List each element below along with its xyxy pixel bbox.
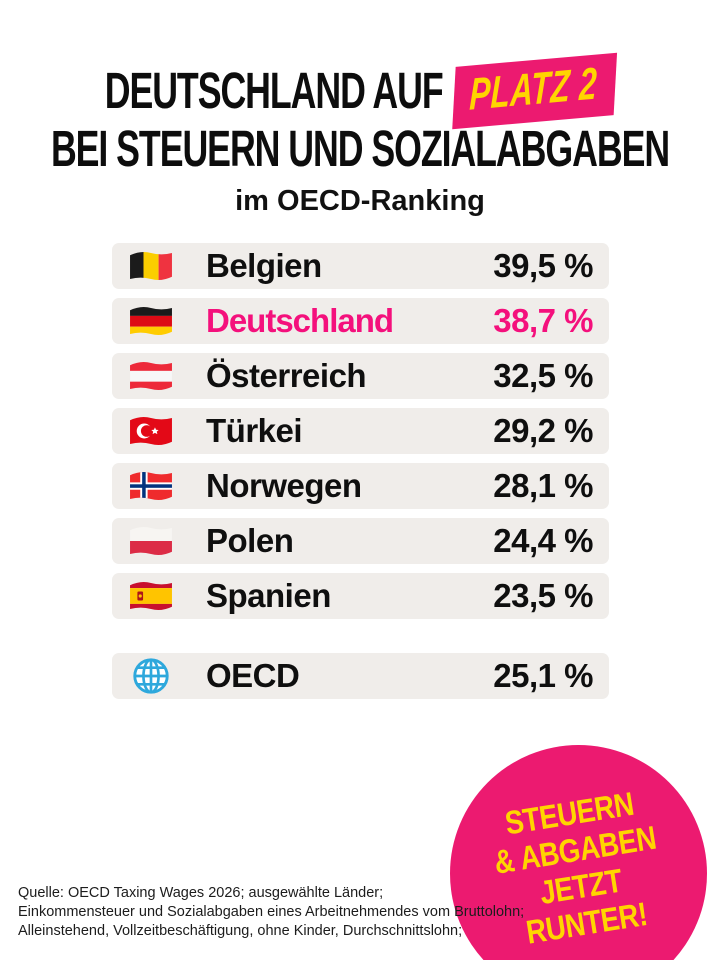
cta-badge: STEUERN & ABGABEN JETZT RUNTER! — [450, 745, 707, 960]
source-note: Quelle: OECD Taxing Wages 2026; ausgewäh… — [18, 884, 524, 941]
title-line-2: BEI STEUERN UND SOZIALABGABEN — [50, 120, 670, 177]
ranking-row-spain: Spanien 23,5 % — [112, 573, 609, 619]
percentage-value: 28,1 % — [493, 467, 593, 504]
percentage-value: 39,5 % — [493, 247, 593, 284]
country-label: Belgien — [206, 247, 322, 284]
flag-norway-icon — [128, 469, 174, 503]
country-label: Österreich — [206, 357, 367, 394]
country-label: Türkei — [206, 412, 303, 449]
header: DEUTSCHLAND AUF PLATZ 2 BEI STEUERN UND … — [0, 52, 720, 218]
globe-icon — [128, 658, 174, 694]
ranking-row-poland: Polen 24,4 % — [112, 518, 609, 564]
oecd-label: OECD — [206, 657, 300, 694]
country-label: Deutschland — [206, 302, 394, 339]
source-line: Einkommensteuer und Sozialabgaben eines … — [18, 904, 525, 920]
percentage-value: 23,5 % — [493, 577, 593, 614]
page-subtitle: im OECD-Ranking — [235, 185, 485, 218]
flag-spain-icon — [128, 579, 174, 613]
ranking-row-belgium: Belgien 39,5 % — [112, 243, 609, 289]
flag-poland-icon — [128, 524, 174, 558]
source-line: Quelle: OECD Taxing Wages 2026; ausgewäh… — [18, 885, 384, 901]
ranking-row-germany: Deutschland 38,7 % — [112, 298, 609, 344]
country-label: Spanien — [206, 577, 331, 614]
country-label: Polen — [206, 522, 294, 559]
ranking-row-norway: Norwegen 28,1 % — [112, 463, 609, 509]
percentage-value: 29,2 % — [493, 412, 593, 449]
platz-2-badge: PLATZ 2 — [452, 52, 617, 130]
flag-germany-icon — [128, 304, 174, 338]
percentage-value: 38,7 % — [493, 302, 593, 339]
flag-turkey-icon — [128, 414, 174, 448]
flag-belgium-icon — [128, 249, 174, 283]
ranking-row-turkey: Türkei 29,2 % — [112, 408, 609, 454]
title-line-1: DEUTSCHLAND AUF PLATZ 2 — [104, 52, 617, 130]
country-label: Norwegen — [206, 467, 362, 504]
percentage-value: 24,4 % — [493, 522, 593, 559]
flag-austria-icon — [128, 359, 174, 393]
platz-2-label: PLATZ 2 — [468, 57, 598, 120]
ranking-list: Belgien 39,5 % Deutschland 38,7 % Österrei… — [112, 243, 609, 708]
percentage-value: 25,1 % — [493, 657, 593, 694]
source-line: Alleinstehend, Vollzeitbeschäftigung, oh… — [18, 923, 463, 939]
ranking-row-austria: Österreich 32,5 % — [112, 353, 609, 399]
oecd-average-row: OECD 25,1 % — [112, 653, 609, 699]
title-prefix: DEUTSCHLAND AUF — [104, 61, 444, 119]
percentage-value: 32,5 % — [493, 357, 593, 394]
